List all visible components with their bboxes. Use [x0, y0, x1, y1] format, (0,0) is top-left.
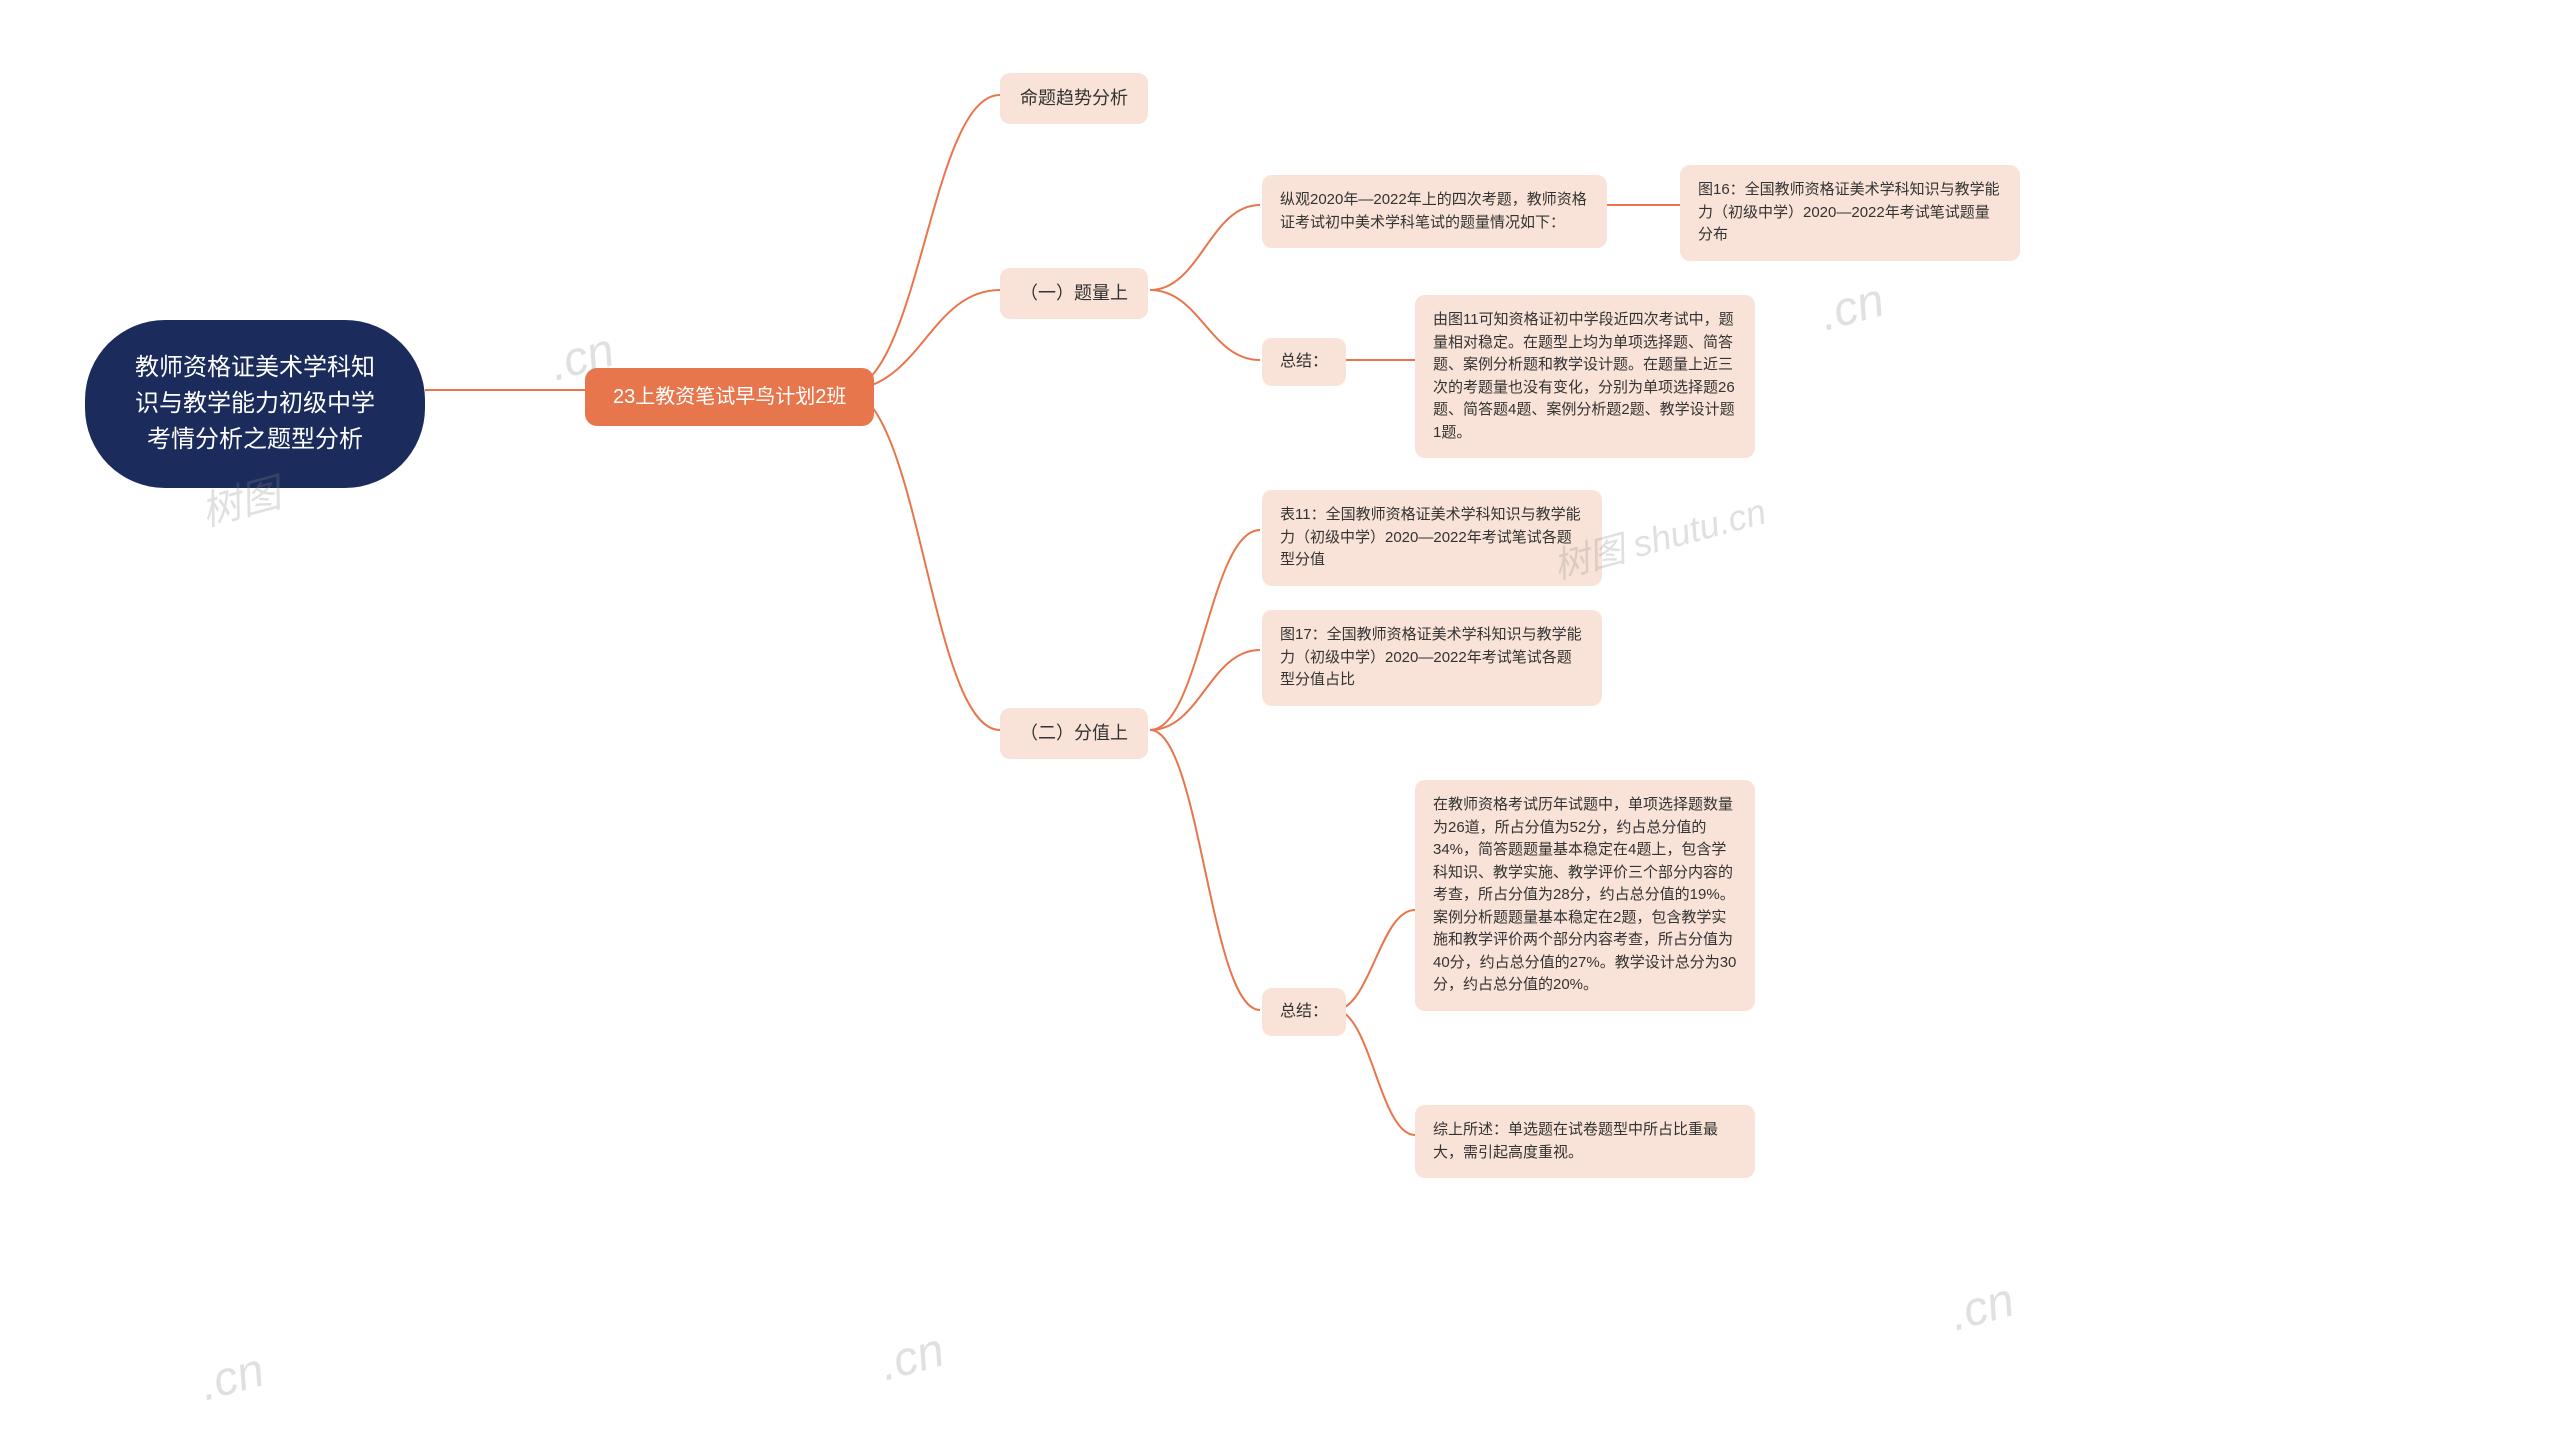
node-overview-label: 纵观2020年—2022年上的四次考题，教师资格证考试初中美术学科笔试的题量情况… [1280, 191, 1587, 231]
node-fig16: 图16：全国教师资格证美术学科知识与教学能力（初级中学）2020—2022年考试… [1680, 165, 2020, 261]
level1-label: 23上教资笔试早鸟计划2班 [613, 386, 846, 408]
node-detail-label: 在教师资格考试历年试题中，单项选择题数量为26道，所占分值为52分，约占总分值的… [1433, 796, 1736, 993]
branch-quantity: （一）题量上 [1000, 268, 1148, 319]
node-conclusion-label: 综上所述：单选题在试卷题型中所占比重最大，需引起高度重视。 [1433, 1121, 1718, 1161]
watermark: .cn [874, 1323, 950, 1393]
node-detail: 在教师资格考试历年试题中，单项选择题数量为26道，所占分值为52分，约占总分值的… [1415, 780, 1755, 1011]
node-fig17: 图17：全国教师资格证美术学科知识与教学能力（初级中学）2020—2022年考试… [1262, 610, 1602, 706]
watermark: .cn [194, 1343, 270, 1413]
node-fig11-desc: 由图11可知资格证初中学段近四次考试中，题量相对稳定。在题型上均为单项选择题、简… [1415, 295, 1755, 458]
node-fig16-label: 图16：全国教师资格证美术学科知识与教学能力（初级中学）2020—2022年考试… [1698, 181, 2000, 243]
level1-node: 23上教资笔试早鸟计划2班 [585, 368, 874, 426]
branch-trend-label: 命题趋势分析 [1020, 88, 1128, 108]
node-conclusion: 综上所述：单选题在试卷题型中所占比重最大，需引起高度重视。 [1415, 1105, 1755, 1178]
node-overview: 纵观2020年—2022年上的四次考题，教师资格证考试初中美术学科笔试的题量情况… [1262, 175, 1607, 248]
node-table11-label: 表11：全国教师资格证美术学科知识与教学能力（初级中学）2020—2022年考试… [1280, 506, 1581, 568]
node-fig17-label: 图17：全国教师资格证美术学科知识与教学能力（初级中学）2020—2022年考试… [1280, 626, 1582, 688]
branch-score-label: （二）分值上 [1020, 723, 1128, 743]
root-label: 教师资格证美术学科知识与教学能力初级中学考情分析之题型分析 [135, 354, 375, 453]
branch-trend: 命题趋势分析 [1000, 73, 1148, 124]
node-summary1: 总结： [1262, 338, 1346, 386]
node-summary1-label: 总结： [1280, 353, 1328, 370]
watermark: .cn [1944, 1273, 2020, 1343]
watermark: .cn [1814, 273, 1890, 343]
node-table11: 表11：全国教师资格证美术学科知识与教学能力（初级中学）2020—2022年考试… [1262, 490, 1602, 586]
branch-quantity-label: （一）题量上 [1020, 283, 1128, 303]
node-fig11-desc-label: 由图11可知资格证初中学段近四次考试中，题量相对稳定。在题型上均为单项选择题、简… [1433, 311, 1735, 441]
node-summary2-label: 总结： [1280, 1003, 1328, 1020]
root-node: 教师资格证美术学科知识与教学能力初级中学考情分析之题型分析 [85, 320, 425, 488]
branch-score: （二）分值上 [1000, 708, 1148, 759]
node-summary2: 总结： [1262, 988, 1346, 1036]
